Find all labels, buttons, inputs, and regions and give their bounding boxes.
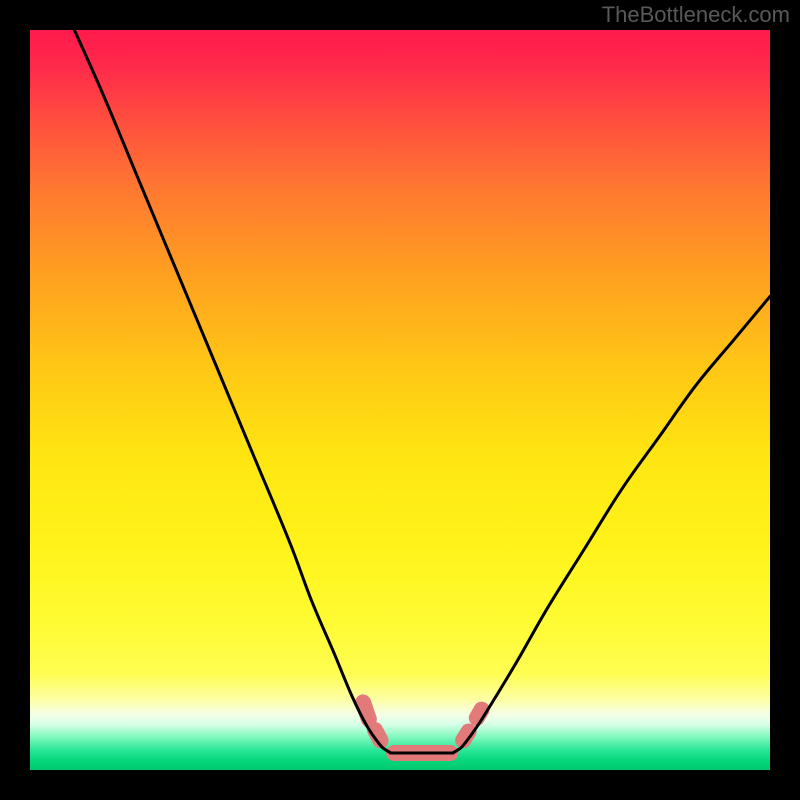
bead-0 — [363, 702, 369, 719]
gradient-rect — [30, 30, 770, 770]
plot-svg — [30, 30, 770, 770]
figure-root: TheBottleneck.com — [0, 0, 800, 800]
bead-4 — [477, 710, 482, 718]
watermark-text: TheBottleneck.com — [602, 2, 790, 28]
